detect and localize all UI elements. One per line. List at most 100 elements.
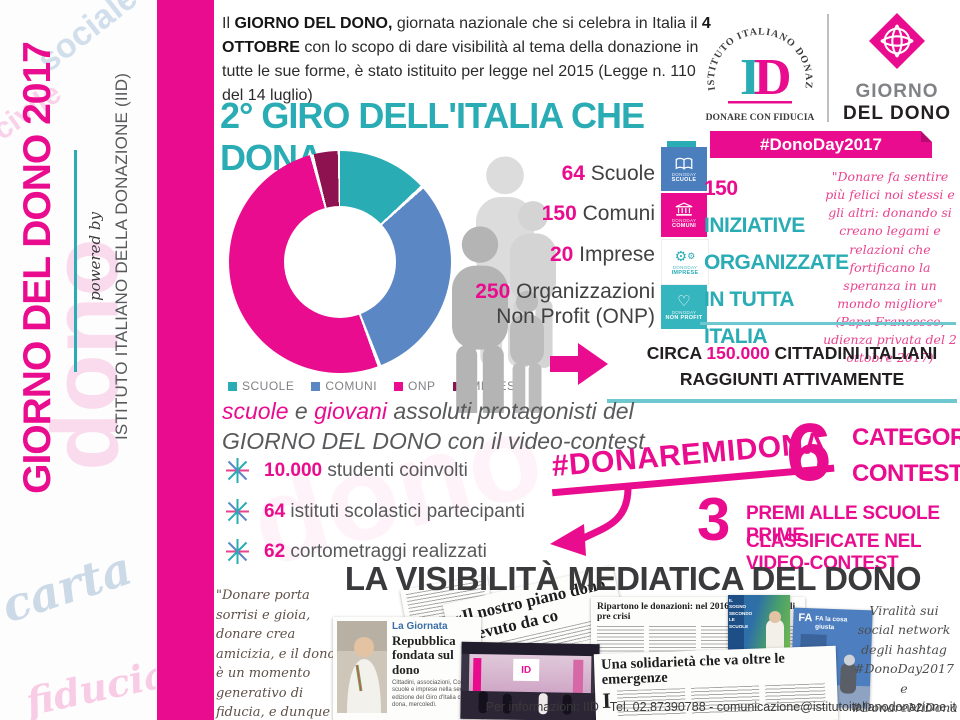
iid-letter-i: I bbox=[740, 49, 760, 106]
contest-premi-line1: PREMI ALLE SCUOLE PRIME bbox=[746, 503, 940, 546]
organization-name-vertical: ISTITUTO ITALIANO DELLA DONAZIONE (IID) bbox=[112, 72, 131, 440]
social-virality-note: Viralità sui social network degli hashta… bbox=[851, 603, 958, 715]
contest-categorie-label: CATEGORIE bbox=[852, 424, 960, 451]
gears-icon: ⚙ ⚙ bbox=[674, 248, 696, 265]
gdd-diamond-icon bbox=[868, 12, 926, 70]
arrow-right-icon bbox=[550, 343, 608, 385]
contest-intro-text: e bbox=[288, 398, 315, 424]
sidebar-background: dono sociale civile carta fiducia bbox=[0, 0, 156, 720]
mattarella-quote: "Donare porta sorrisi e gioia, donare cr… bbox=[216, 586, 340, 720]
logo-separator-line bbox=[827, 14, 829, 122]
footer-contact-info: Per informazioni: IID - Tel. 02.87390788… bbox=[485, 700, 956, 714]
badge-program: DONODAY bbox=[672, 264, 698, 270]
initiatives-block: 150 INIZIATIVE ORGANIZZATE IN TUTTA ITAL… bbox=[704, 170, 849, 355]
bullet-value: 10.000 bbox=[264, 459, 323, 481]
intro-text: con lo scopo di dare visibilità al tema … bbox=[222, 39, 699, 104]
tv-stage-banner-left bbox=[472, 658, 482, 693]
intro-bold-giorno: GIORNO DEL DONO, bbox=[234, 15, 393, 32]
contest-intro-text: GIORNO DEL DONO con il video-contest bbox=[222, 427, 645, 454]
initiatives-text: INIZIATIVE bbox=[704, 214, 805, 237]
reach-value: 150.000 bbox=[706, 343, 770, 363]
gdd-logo-line2: DEL DONO bbox=[843, 103, 951, 124]
banner-fold-corner bbox=[921, 131, 932, 142]
asterisk-icon bbox=[226, 458, 249, 483]
bullet-text: 62 cortometraggi realizzati bbox=[264, 541, 487, 563]
pope-photo bbox=[337, 621, 387, 713]
bullet-value: 64 bbox=[264, 500, 286, 522]
giorno-del-dono-logo: GIORNO DEL DONO bbox=[838, 8, 956, 130]
donut-chart-hole bbox=[284, 206, 396, 318]
bullet-studenti: 10.000 studenti coinvolti bbox=[224, 457, 468, 484]
stat-label: Organizzazioni bbox=[510, 280, 655, 303]
bullet-text: 64 istituti scolastici partecipanti bbox=[264, 501, 525, 523]
stat-label: Scuole bbox=[584, 162, 655, 185]
contest-intro: scuole e giovani assoluti protagonisti d… bbox=[222, 397, 645, 457]
mattarella-quote-text: "Donare porta sorrisi e gioia, donare cr… bbox=[216, 588, 336, 720]
pink-accent-bar bbox=[157, 0, 214, 720]
bank-icon bbox=[674, 201, 694, 218]
legend-item-scuole: SCUOLE bbox=[228, 379, 294, 393]
clipping-headline: Una solidarietà che va oltre le emergenz… bbox=[600, 650, 786, 689]
tv-stage-banner-right bbox=[572, 659, 584, 694]
clipping-headline: Ripartono le donazioni: nel 2016 tornate… bbox=[597, 602, 796, 622]
heart-icon: ♡ bbox=[677, 292, 691, 310]
badge-label: COMUNI bbox=[671, 222, 697, 229]
legend-item-comuni: COMUNI bbox=[311, 379, 377, 393]
bullet-label: istituti scolastici partecipanti bbox=[285, 500, 525, 522]
badge-donoday-scuole: DONODAY SCUOLE bbox=[661, 147, 707, 191]
tv-caption: FA la cosa giusta bbox=[814, 615, 848, 631]
badge-donoday-imprese: ⚙ ⚙ DONODAY IMPRESE bbox=[661, 239, 709, 285]
legend-item-onp: ONP bbox=[394, 379, 436, 393]
intro-text: Il bbox=[222, 15, 235, 32]
clipping-headline: Repubblica fondata sul dono bbox=[392, 633, 456, 677]
legend-label: SCUOLE bbox=[242, 379, 295, 393]
reach-text: CITTADINI ITALIANI bbox=[769, 343, 938, 363]
initiatives-text: ORGANIZZATE bbox=[704, 251, 849, 274]
legend-swatch-scuole bbox=[228, 381, 237, 391]
divider-line bbox=[700, 322, 956, 325]
initiatives-value: 150 bbox=[704, 177, 738, 200]
section-title-giro: 2° GIRO DELL'ITALIA CHE DONA bbox=[220, 95, 645, 178]
gdd-logo-line1: GIORNO bbox=[855, 81, 939, 102]
divider-line bbox=[607, 399, 957, 403]
stat-scuole: 64 Scuole bbox=[455, 162, 655, 186]
badge-program: DONODAY bbox=[671, 171, 697, 177]
chart-legend: SCUOLE COMUNI ONP IMPRESE bbox=[228, 379, 524, 393]
stat-value: 250 bbox=[475, 280, 511, 303]
title-underline-accent bbox=[667, 141, 696, 148]
badge-program: DONODAY bbox=[671, 217, 697, 223]
contest-number-6: 6 bbox=[786, 407, 832, 498]
tv-caption-fa: FA bbox=[798, 611, 813, 625]
badge-label: IMPRESE bbox=[671, 269, 699, 276]
stat-value: 64 bbox=[561, 162, 585, 185]
badge-label: SCUOLE bbox=[671, 176, 697, 183]
curved-arrow-icon bbox=[550, 487, 632, 556]
asterisk-icon bbox=[226, 539, 249, 564]
bullet-text: 10.000 studenti coinvolti bbox=[264, 460, 468, 482]
intro-bold-date: 4 OTTOBRE bbox=[222, 15, 711, 56]
stat-comuni: 150 Comuni bbox=[455, 202, 655, 226]
stat-imprese: 20 Imprese bbox=[455, 243, 655, 267]
contest-contest-label: CONTEST bbox=[852, 460, 960, 487]
stat-value: 150 bbox=[541, 202, 577, 225]
event-title-vertical: GIORNO DEL DONO 2017 bbox=[16, 42, 59, 494]
watermark-text: carta bbox=[0, 540, 139, 634]
donoday-hashtag-banner: #DonoDay2017 bbox=[710, 131, 932, 158]
reach-text: CIRCA bbox=[646, 343, 707, 363]
badge-program: DONODAY bbox=[671, 309, 697, 315]
tv-stage-id-logo: ID bbox=[513, 658, 540, 682]
badge-donoday-nonprofit: ♡ DONODAY NON PROFIT bbox=[661, 285, 707, 329]
badge-label: NON PROFIT bbox=[665, 314, 703, 321]
sidebar-divider-line bbox=[74, 150, 77, 372]
badge-donoday-comuni: DONODAY COMUNI bbox=[661, 193, 707, 237]
clipping-text-column: La Giornata Repubblica fondata sul dono … bbox=[392, 621, 477, 720]
contest-intro-highlight: scuole bbox=[222, 398, 289, 424]
iid-tagline: DONARE CON FIDUCIA bbox=[706, 112, 815, 123]
stat-label: Imprese bbox=[573, 243, 655, 266]
contest-premi-line2: CLASSIFICATE NEL VIDEO-CONTEST bbox=[746, 531, 922, 574]
intro-text: giornata nazionale che si celebra in Ita… bbox=[392, 15, 702, 32]
tv-figure-head bbox=[769, 611, 781, 623]
pope-quote-attribution: (Papa Francesco, udienza privata del 2 o… bbox=[823, 314, 957, 366]
newspaper-clipping-lagiornata: La Giornata Repubblica fondata sul dono … bbox=[333, 617, 481, 720]
